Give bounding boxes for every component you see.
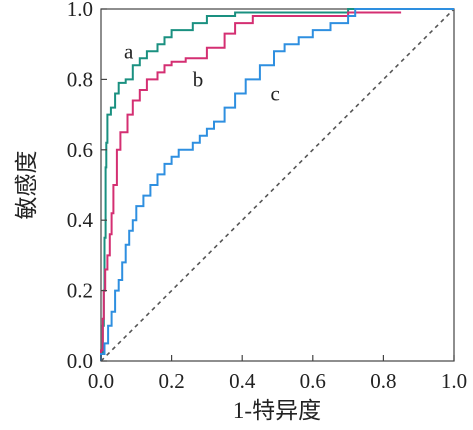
x-tick-label: 0.8 — [370, 369, 396, 393]
y-tick-label: 0.4 — [67, 208, 94, 232]
series-line-c — [100, 8, 454, 361]
series-line-a — [100, 8, 454, 361]
x-tick-label: 0.0 — [88, 369, 114, 393]
x-tick-label: 0.2 — [158, 369, 184, 393]
y-tick-label: 0.0 — [67, 349, 93, 373]
y-tick-label: 0.2 — [67, 279, 93, 303]
x-tick-label: 0.6 — [300, 369, 326, 393]
series-line-b — [100, 11, 402, 361]
x-tick-label: 1.0 — [441, 369, 467, 393]
ticks-layer: 0.0 0.2 0.4 0.6 0.8 1.0 0.0 0.2 0.4 0.6 0.8 1.0 — [67, 0, 467, 393]
y-tick-label: 1.0 — [67, 0, 93, 21]
x-tick-label: 0.4 — [229, 369, 256, 393]
x-axis-title: 1-特异度 — [233, 398, 321, 423]
plot-frame — [100, 8, 455, 362]
curve-labels-layer: a b c — [124, 39, 280, 105]
curve-label-b: b — [193, 67, 204, 91]
y-tick-label: 0.6 — [67, 138, 93, 162]
curve-label-a: a — [124, 39, 134, 63]
y-axis-title: 敏感度 — [14, 151, 39, 220]
curve-label-c: c — [270, 82, 279, 106]
y-tick-label: 0.8 — [67, 67, 93, 91]
series-layer — [100, 8, 454, 361]
reference-diagonal — [100, 8, 455, 362]
